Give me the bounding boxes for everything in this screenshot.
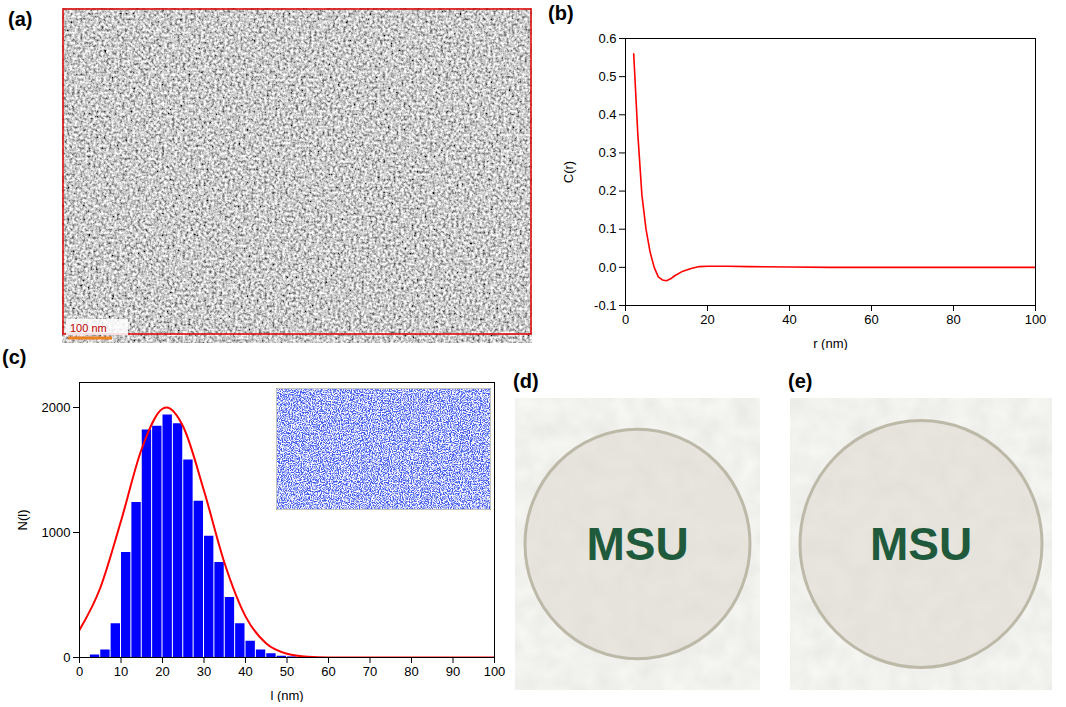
svg-text:N(l): N(l): [15, 510, 30, 531]
svg-text:10: 10: [114, 664, 128, 679]
svg-text:2000: 2000: [42, 400, 71, 415]
svg-text:1000: 1000: [42, 525, 71, 540]
svg-text:20: 20: [155, 664, 169, 679]
svg-text:0: 0: [63, 650, 70, 665]
svg-text:50: 50: [280, 664, 294, 679]
svg-text:C(r): C(r): [561, 161, 576, 183]
svg-text:0.4: 0.4: [598, 107, 616, 122]
svg-text:70: 70: [363, 664, 377, 679]
svg-text:0.0: 0.0: [598, 260, 616, 275]
svg-text:0.6: 0.6: [598, 31, 616, 46]
html-text:(e): (e): [788, 370, 813, 392]
svg-text:0.5: 0.5: [598, 69, 616, 84]
svg-text:80: 80: [946, 312, 960, 327]
svg-text:0.1: 0.1: [598, 221, 616, 236]
svg-text:MSU: MSU: [870, 518, 972, 570]
html-text:(d): (d): [513, 370, 539, 392]
svg-text:100 nm: 100 nm: [70, 322, 107, 334]
svg-text:-0.1: -0.1: [594, 298, 616, 313]
svg-text:100: 100: [484, 664, 506, 679]
svg-text:40: 40: [238, 664, 252, 679]
svg-text:30: 30: [197, 664, 211, 679]
svg-text:MSU: MSU: [586, 518, 688, 570]
html-text:(a): (a): [8, 8, 33, 30]
svg-text:20: 20: [700, 312, 714, 327]
svg-text:0: 0: [76, 664, 83, 679]
svg-text:0.3: 0.3: [598, 145, 616, 160]
svg-text:90: 90: [446, 664, 460, 679]
svg-text:r (nm): r (nm): [813, 336, 848, 351]
svg-text:40: 40: [782, 312, 796, 327]
svg-text:60: 60: [864, 312, 878, 327]
html-text:(c): (c): [2, 346, 27, 368]
svg-text:60: 60: [321, 664, 335, 679]
svg-text:80: 80: [404, 664, 418, 679]
svg-text:l (nm): l (nm): [270, 688, 303, 703]
svg-text:0.2: 0.2: [598, 183, 616, 198]
svg-text:100: 100: [1025, 312, 1047, 327]
svg-text:0: 0: [622, 312, 629, 327]
html-text:(b): (b): [548, 2, 574, 24]
